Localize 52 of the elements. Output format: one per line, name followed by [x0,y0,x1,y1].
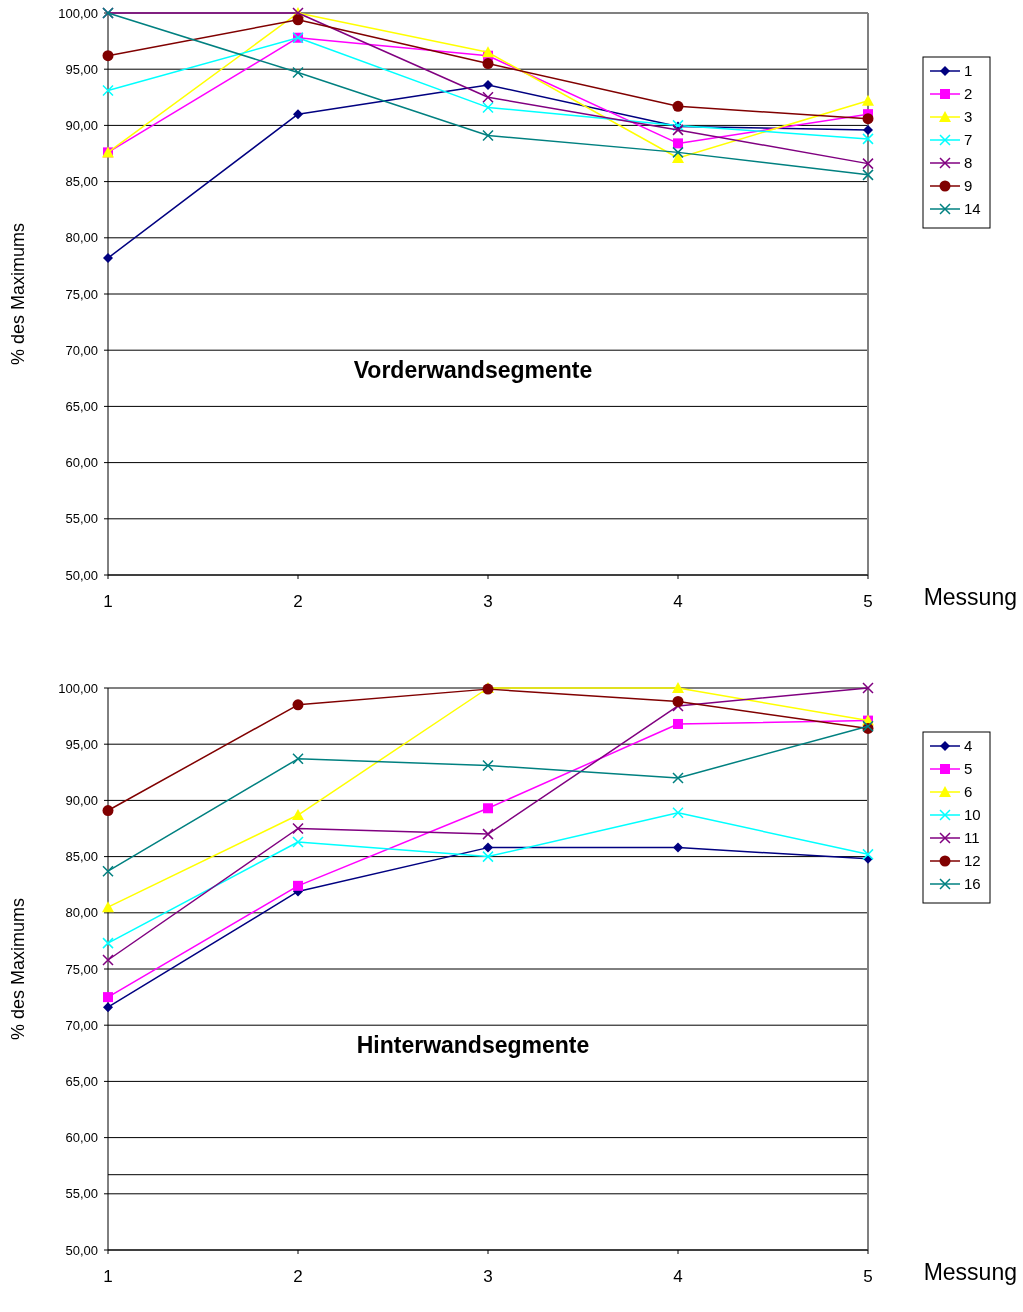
text: Hinterwandsegmente [356,1032,590,1058]
legend-label: 12 [964,852,981,870]
y-tick-label: 55,00 [65,1186,98,1202]
y-tick-label: 95,00 [65,61,98,77]
y-tick-label: 65,00 [65,1073,98,1089]
legend-label: 10 [964,806,981,824]
y-tick-label: 100,00 [58,5,98,21]
x-axis-title: Messung [923,584,1017,610]
legend-label: 14 [964,200,981,218]
x-axis-title: Messung [923,1259,1017,1285]
legend-label: 1 [964,62,973,80]
legend-label: 6 [964,783,973,801]
y-tick-label: 70,00 [65,342,98,358]
legend-label: 16 [964,875,981,893]
y-tick-label: 90,00 [65,792,98,808]
legend-label: 7 [964,131,973,149]
y-tick-label: 75,00 [65,961,98,977]
legend-label: 4 [964,737,973,755]
legend-label: 2 [964,85,973,103]
x-tick-label: 2 [293,1267,303,1286]
y-tick-label: 55,00 [65,511,98,527]
y-axis-title: % des Maximums [8,897,28,1041]
x-tick-label: 3 [483,1267,493,1286]
y-tick-label: 85,00 [65,174,98,190]
x-tick-label: 1 [103,592,113,611]
y-tick-label: 90,00 [65,117,98,133]
y-tick-label: 100,00 [58,680,98,696]
x-tick-label: 5 [863,592,873,611]
legend-label: 9 [964,177,973,195]
y-tick-label: 95,00 [65,736,98,752]
y-tick-label: 50,00 [65,1242,98,1258]
legend-label: 3 [964,108,973,126]
y-tick-label: 60,00 [65,455,98,471]
x-tick-label: 3 [483,592,493,611]
x-tick-label: 4 [673,592,683,611]
y-tick-label: 80,00 [65,905,98,921]
y-tick-label: 60,00 [65,1130,98,1146]
y-axis-title: % des Maximums [8,222,28,366]
y-tick-label: 50,00 [65,567,98,583]
y-tick-label: 65,00 [65,398,98,414]
legend-label: 5 [964,760,973,778]
legend-label: 8 [964,154,973,172]
x-tick-label: 4 [673,1267,683,1286]
y-tick-label: 80,00 [65,230,98,246]
x-tick-label: 2 [293,592,303,611]
y-tick-label: 70,00 [65,1017,98,1033]
text: Vorderwandsegmente [353,357,593,383]
legend-label: 11 [964,829,980,847]
y-tick-label: 85,00 [65,849,98,865]
x-tick-label: 1 [103,1267,113,1286]
y-tick-label: 75,00 [65,286,98,302]
x-tick-label: 5 [863,1267,873,1286]
